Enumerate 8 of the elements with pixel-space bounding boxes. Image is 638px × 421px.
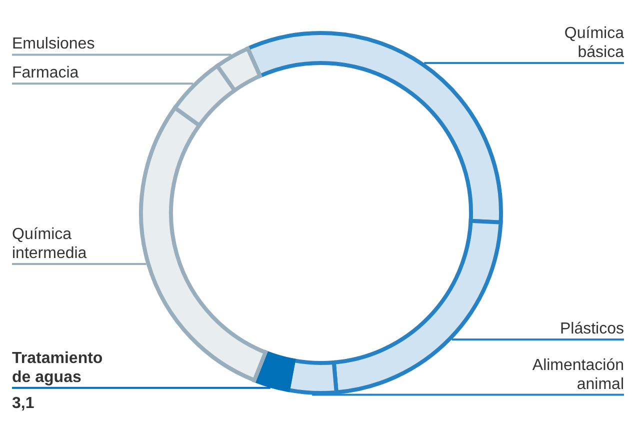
slice-label: Emulsiones <box>12 36 95 53</box>
data-label: 3,1 <box>12 394 34 412</box>
slice-label: Química básica <box>564 25 624 62</box>
slice-label: Farmacia <box>12 64 79 82</box>
slice-label: Plásticos <box>560 320 624 338</box>
slice-label: Tratamiento de aguas <box>12 350 103 386</box>
slice-label: Alimentación animal <box>532 356 624 393</box>
slice-label: Química intermedia <box>12 226 87 262</box>
